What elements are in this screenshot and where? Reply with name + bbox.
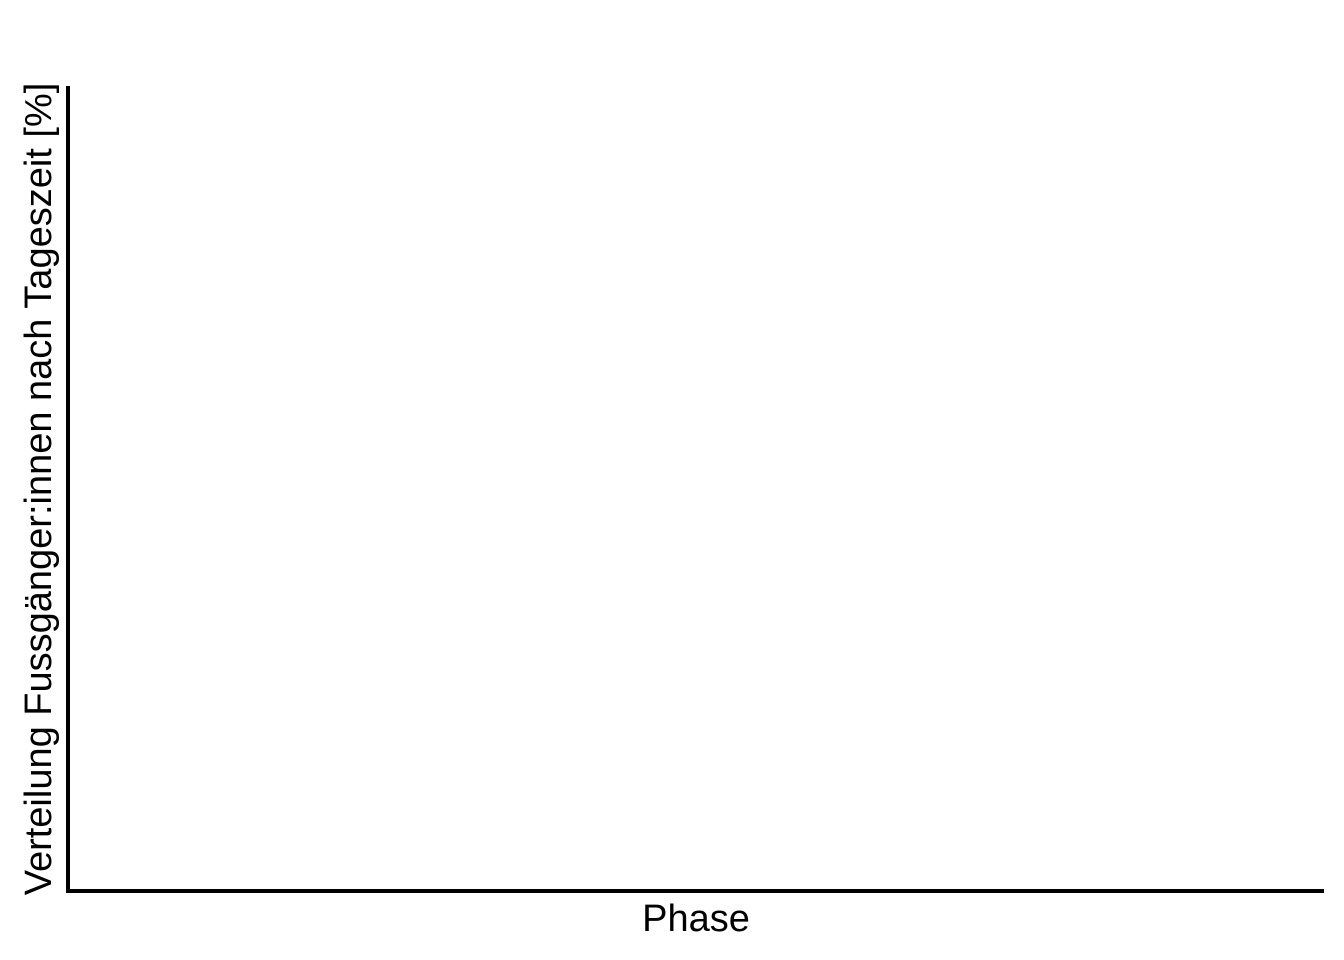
x-axis-title: Phase [642,898,750,940]
y-axis-title: Verteilung Fussgänger:innen nach Tagesze… [18,83,60,896]
